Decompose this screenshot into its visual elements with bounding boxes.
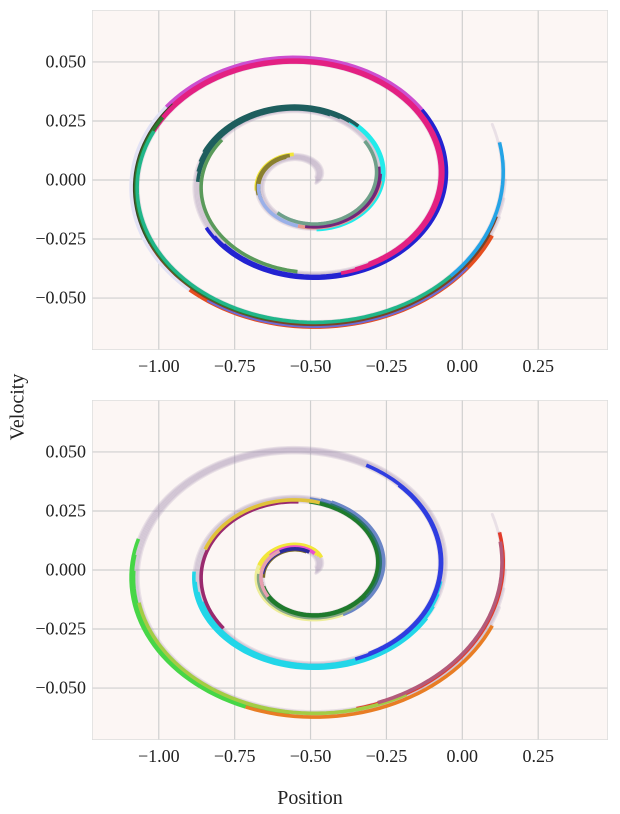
x-tick-label: −1.00 <box>138 746 180 767</box>
x-tick-label: 0.00 <box>447 746 479 767</box>
x-tick-label: −0.75 <box>214 356 256 377</box>
y-axis-label: Velocity <box>7 374 30 441</box>
y-tick-label: −0.025 <box>35 619 86 640</box>
x-tick-label: −0.50 <box>290 356 332 377</box>
y-tick-label: 0.050 <box>46 441 87 462</box>
y-tick-label: 0.050 <box>46 51 87 72</box>
x-tick-label: −1.00 <box>138 356 180 377</box>
x-tick-label: −0.75 <box>214 746 256 767</box>
y-tick-label: 0.000 <box>46 170 87 191</box>
y-tick-label: −0.050 <box>35 678 86 699</box>
x-tick-label: 0.25 <box>522 356 554 377</box>
phase-plot-bottom <box>92 400 608 740</box>
figure: Velocity Position −1.00 −0.75 −0.50 −0.25 0.… <box>0 0 620 814</box>
y-tick-label: −0.050 <box>35 288 86 309</box>
phase-plot-top <box>92 10 608 350</box>
y-tick-label: −0.025 <box>35 229 86 250</box>
y-tick-label: 0.000 <box>46 560 87 581</box>
x-tick-label: −0.25 <box>366 746 408 767</box>
y-tick-label: 0.025 <box>46 110 87 131</box>
x-tick-label: −0.50 <box>290 746 332 767</box>
y-tick-label: 0.025 <box>46 500 87 521</box>
x-tick-label: 0.00 <box>447 356 479 377</box>
x-tick-label: 0.25 <box>522 746 554 767</box>
x-tick-label: −0.25 <box>366 356 408 377</box>
x-axis-label: Position <box>277 787 343 810</box>
